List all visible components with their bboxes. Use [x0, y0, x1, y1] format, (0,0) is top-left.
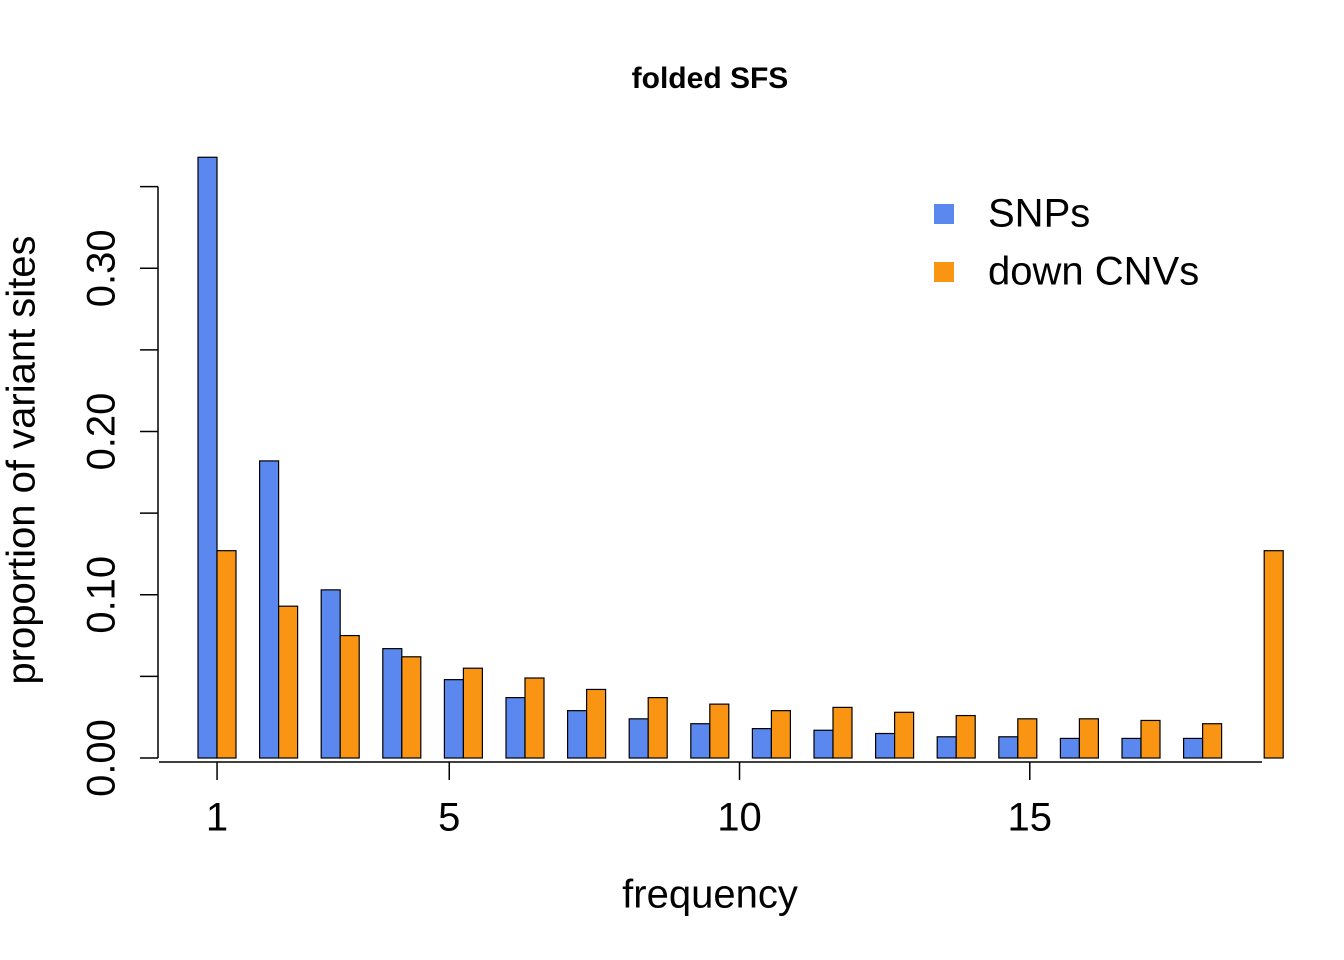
- bar: [1201, 723, 1223, 759]
- bar: [690, 723, 711, 759]
- bar: [1140, 719, 1161, 759]
- bar: [628, 718, 649, 759]
- bar: [955, 714, 976, 759]
- bar: [259, 460, 280, 759]
- bar: [524, 677, 545, 759]
- bar: [874, 732, 896, 759]
- bar: [1078, 718, 1100, 759]
- bar: [320, 589, 341, 759]
- bar: [566, 710, 588, 759]
- x-tick-label: 15: [1008, 796, 1053, 840]
- bar: [770, 710, 792, 759]
- bar: [709, 703, 730, 759]
- legend-label: down CNVs: [988, 250, 1199, 294]
- bar: [339, 634, 360, 759]
- bar: [1182, 737, 1204, 759]
- x-tick-label: 5: [438, 796, 460, 840]
- legend-swatch: [934, 262, 954, 282]
- y-tick-label: 0.00: [80, 719, 124, 797]
- y-tick-label: 0.20: [80, 393, 124, 471]
- bar: [382, 648, 403, 759]
- bar: [936, 736, 957, 759]
- legend-label: SNPs: [988, 192, 1090, 236]
- x-tick-label: 10: [717, 796, 762, 840]
- bar: [462, 667, 483, 759]
- bar: [647, 696, 668, 759]
- bar: [1263, 550, 1284, 759]
- bar: [813, 729, 834, 759]
- bar: [998, 736, 1019, 759]
- y-tick-label: 0.10: [80, 556, 124, 634]
- bar: [216, 550, 237, 759]
- bar: [893, 711, 915, 759]
- bar: [751, 728, 773, 759]
- legend-swatch: [934, 204, 954, 224]
- bar: [443, 679, 464, 759]
- bar: [197, 156, 218, 759]
- x-axis-label: frequency: [622, 873, 798, 917]
- bar: [1017, 718, 1038, 759]
- y-axis-label: proportion of variant sites: [0, 235, 44, 684]
- bar: [1059, 737, 1081, 759]
- bar: [832, 706, 853, 759]
- chart-title: folded SFS: [632, 62, 789, 95]
- bar: [278, 605, 299, 759]
- bar: [585, 688, 607, 759]
- bar: [401, 656, 422, 759]
- x-tick-label: 1: [206, 796, 228, 840]
- bar: [1121, 737, 1142, 759]
- bar: [505, 696, 526, 759]
- y-tick-label: 0.30: [80, 229, 124, 307]
